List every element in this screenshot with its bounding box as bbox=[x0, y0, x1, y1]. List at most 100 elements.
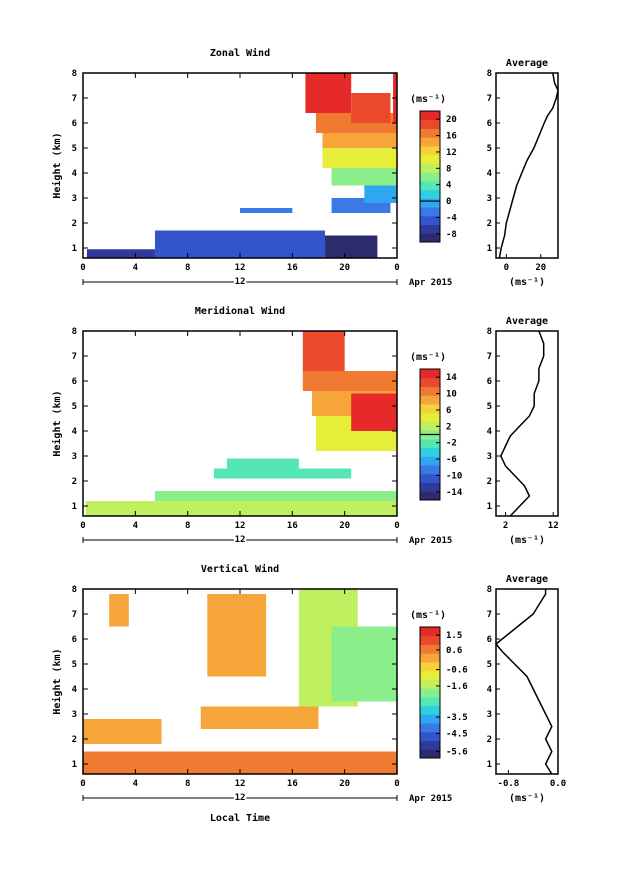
colorbar-cell bbox=[420, 145, 440, 156]
average-y-tick-label: 3 bbox=[487, 452, 492, 462]
y-tick-label: 1 bbox=[72, 760, 77, 770]
y-tick-label: 4 bbox=[72, 685, 78, 695]
colorbar-tick-label: -4.5 bbox=[446, 729, 468, 739]
colorbar-cell bbox=[420, 670, 440, 680]
y-tick-label: 5 bbox=[72, 144, 77, 154]
colorbar-cell bbox=[420, 172, 440, 182]
colorbar-cell bbox=[420, 627, 440, 637]
x-tick-label: 0 bbox=[80, 521, 85, 531]
y-tick-label: 6 bbox=[72, 635, 77, 645]
heatmap-region bbox=[200, 706, 319, 729]
colorbar-cell bbox=[420, 386, 440, 396]
colorbar-cell bbox=[420, 154, 440, 164]
y-tick-label: 2 bbox=[72, 735, 77, 745]
heatmap-region bbox=[331, 626, 397, 702]
average-y-tick-label: 4 bbox=[487, 685, 493, 695]
colorbar-cell bbox=[420, 482, 440, 492]
colorbar-cell bbox=[420, 740, 440, 750]
colorbar-cell bbox=[420, 207, 440, 217]
colorbar-tick-label: -0.6 bbox=[446, 666, 468, 676]
colorbar-tick-label: 14 bbox=[446, 373, 457, 383]
day-label: 12 bbox=[235, 277, 246, 287]
average-y-tick-label: 4 bbox=[487, 169, 493, 179]
colorbar-tick-label: -3.5 bbox=[446, 713, 468, 723]
average-y-tick-label: 5 bbox=[487, 402, 492, 412]
colorbar-tick-label: 10 bbox=[446, 390, 457, 400]
colorbar-cell bbox=[420, 377, 440, 387]
x-tick-label: 4 bbox=[133, 779, 139, 789]
average-y-tick-label: 2 bbox=[487, 219, 492, 229]
heatmap-region bbox=[240, 208, 293, 213]
average-x-tick-label: 0 bbox=[504, 263, 509, 273]
colorbar-cell bbox=[420, 421, 440, 431]
x-tick-label: 0 bbox=[394, 521, 399, 531]
average-y-tick-label: 6 bbox=[487, 377, 492, 387]
colorbar-tick-label: -10 bbox=[446, 471, 462, 481]
average-y-tick-label: 1 bbox=[487, 502, 492, 512]
heatmap-region bbox=[213, 468, 352, 479]
x-tick-label: 0 bbox=[394, 779, 399, 789]
colorbar-cell bbox=[420, 224, 440, 234]
average-x-tick-label: 12 bbox=[548, 521, 559, 531]
average-y-tick-label: 5 bbox=[487, 144, 492, 154]
x-tick-label: 16 bbox=[287, 779, 298, 789]
y-tick-label: 1 bbox=[72, 244, 77, 254]
x-tick-label: 16 bbox=[287, 263, 298, 273]
colorbar-tick-label: 16 bbox=[446, 132, 457, 142]
colorbar-cell bbox=[420, 688, 440, 698]
x-tick-label: 4 bbox=[133, 263, 139, 273]
panel-title: Vertical Wind bbox=[201, 563, 279, 575]
colorbar-tick-label: 2 bbox=[446, 422, 451, 432]
average-x-tick-label: -0.8 bbox=[498, 779, 520, 789]
y-tick-label: 4 bbox=[72, 169, 78, 179]
colorbar-cell bbox=[420, 653, 440, 663]
heatmap-region bbox=[83, 719, 162, 744]
x-tick-label: 8 bbox=[185, 521, 190, 531]
x-tick-label: 0 bbox=[394, 263, 399, 273]
x-tick-label: 12 bbox=[235, 263, 246, 273]
colorbar-unit: (ms⁻¹) bbox=[410, 610, 446, 621]
colorbar-cell bbox=[420, 163, 440, 173]
average-y-tick-label: 1 bbox=[487, 244, 492, 254]
colorbar-cell bbox=[420, 491, 440, 501]
y-tick-label: 2 bbox=[72, 219, 77, 229]
y-tick-label: 1 bbox=[72, 502, 77, 512]
average-y-tick-label: 7 bbox=[487, 352, 492, 362]
date-label: Apr 2015 bbox=[409, 536, 452, 546]
colorbar-cell bbox=[420, 233, 440, 243]
colorbar-tick-label: 0.6 bbox=[446, 646, 462, 656]
x-axis-label: Local Time bbox=[210, 812, 270, 824]
colorbar-tick-label: -14 bbox=[446, 488, 463, 498]
average-y-tick-label: 2 bbox=[487, 477, 492, 487]
colorbar-tick-label: -2 bbox=[446, 439, 457, 449]
colorbar-cell bbox=[420, 456, 440, 466]
colorbar-cell bbox=[420, 705, 440, 715]
colorbar-cell bbox=[420, 447, 440, 457]
colorbar-tick-label: 6 bbox=[446, 406, 451, 416]
colorbar-tick-label: -8 bbox=[446, 230, 457, 240]
average-profile-line bbox=[499, 330, 545, 517]
average-frame bbox=[495, 72, 559, 259]
average-y-tick-label: 7 bbox=[487, 94, 492, 104]
x-tick-label: 20 bbox=[339, 779, 350, 789]
colorbar-tick-label: -6 bbox=[446, 455, 457, 465]
y-tick-label: 3 bbox=[72, 710, 77, 720]
colorbar-tick-label: 20 bbox=[446, 115, 457, 125]
y-tick-label: 7 bbox=[72, 94, 77, 104]
average-y-tick-label: 2 bbox=[487, 735, 492, 745]
heatmap-region bbox=[302, 371, 397, 391]
colorbar-cell bbox=[420, 465, 440, 475]
colorbar-tick-label: -5.6 bbox=[446, 747, 468, 757]
colorbar-cell bbox=[420, 137, 440, 147]
colorbar-cell bbox=[420, 180, 440, 191]
colorbar-cell bbox=[420, 119, 440, 129]
y-axis-label: Height (km) bbox=[51, 390, 63, 456]
x-tick-label: 8 bbox=[185, 779, 190, 789]
colorbar-cell bbox=[420, 198, 440, 208]
colorbar-cell bbox=[420, 723, 440, 733]
x-tick-label: 0 bbox=[80, 779, 85, 789]
colorbar-cell bbox=[420, 395, 440, 405]
heatmap-region bbox=[322, 148, 397, 168]
average-title: Average bbox=[506, 58, 548, 69]
